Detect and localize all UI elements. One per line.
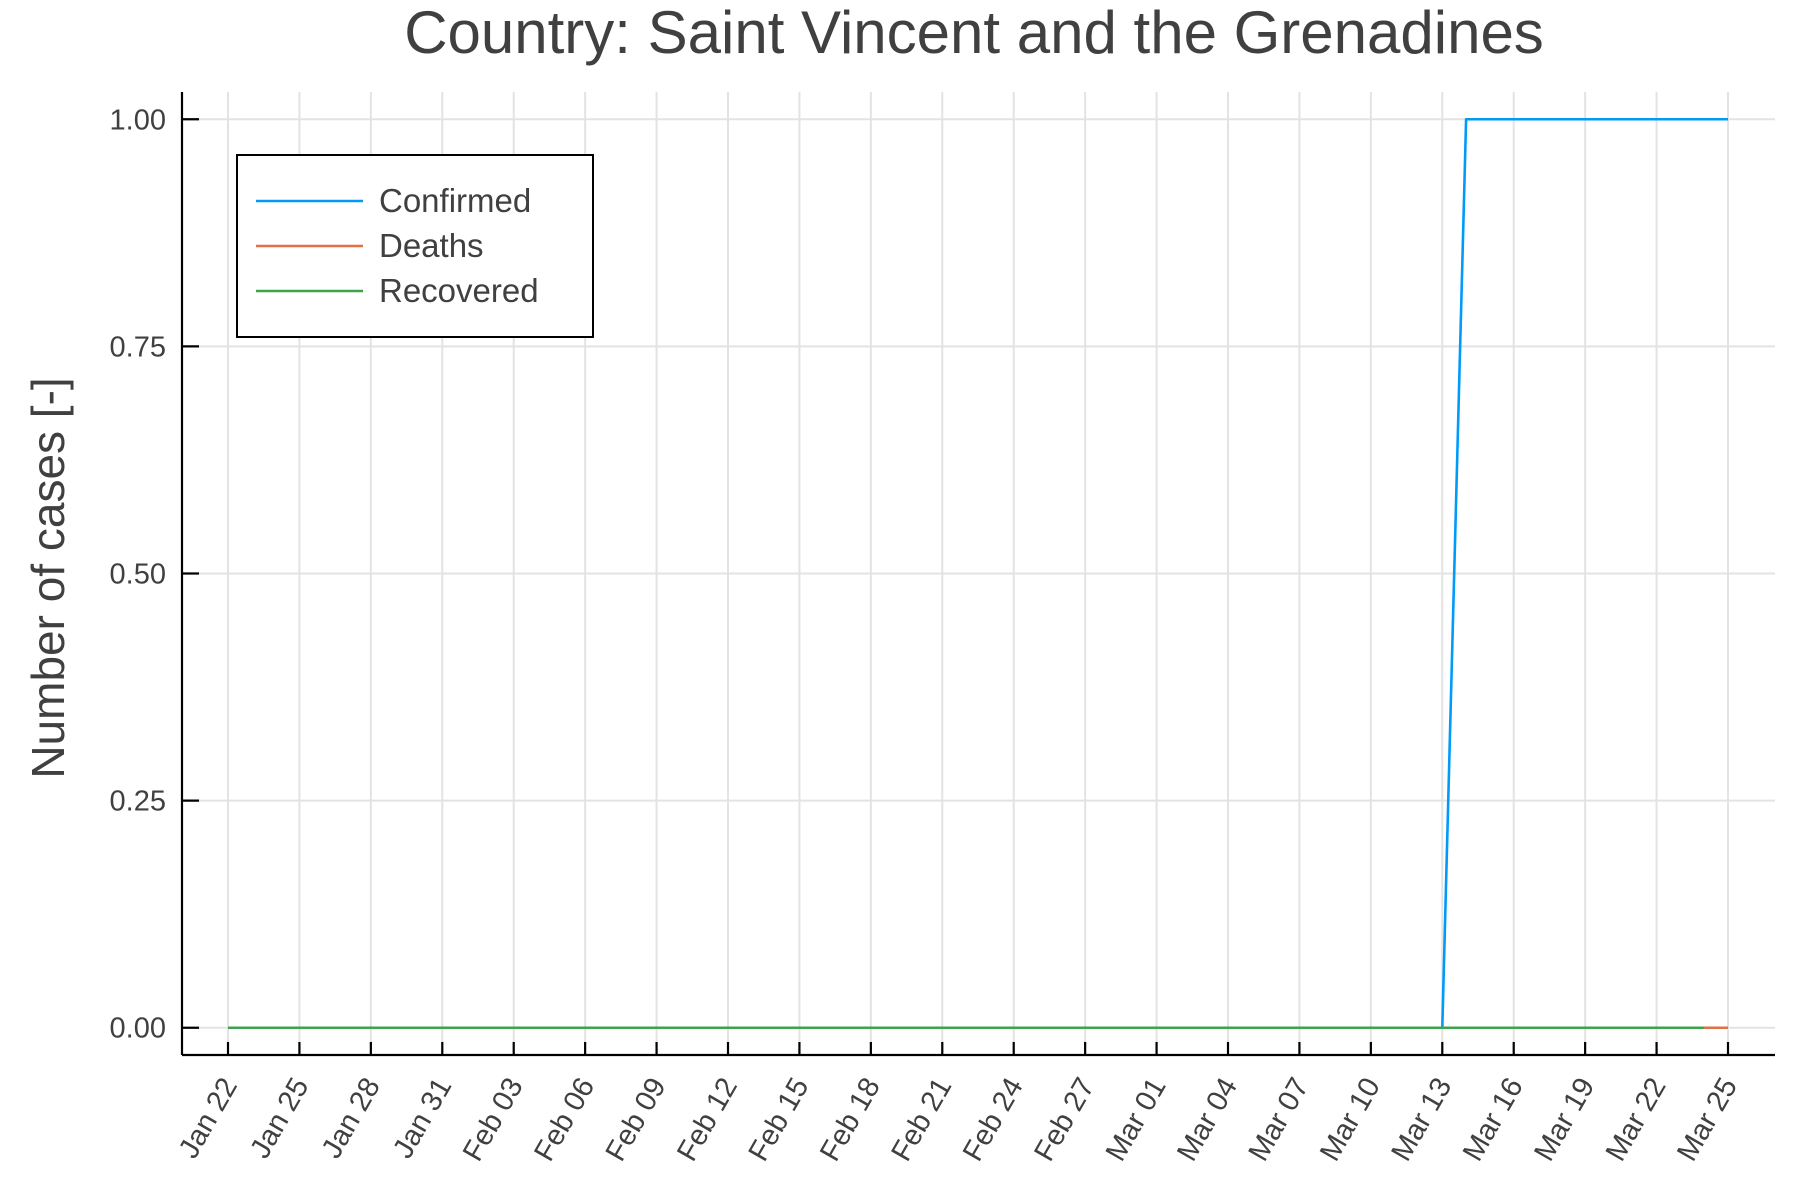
y-tick-label: 0.75 <box>110 331 166 363</box>
legend-label-deaths: Deaths <box>379 227 484 264</box>
y-axis-label: Number of cases [-] <box>22 377 74 778</box>
x-tick-label: Feb 15 <box>743 1073 816 1167</box>
x-tick-label: Feb 21 <box>885 1073 958 1167</box>
x-tick-label: Jan 28 <box>316 1073 387 1164</box>
x-tick-label: Mar 25 <box>1671 1073 1744 1167</box>
x-tick-label: Mar 22 <box>1600 1073 1673 1167</box>
x-tick-label: Mar 10 <box>1314 1073 1387 1167</box>
y-tick-label: 0.25 <box>110 786 166 818</box>
x-tick-label: Feb 03 <box>457 1073 530 1167</box>
x-tick-label: Mar 07 <box>1243 1073 1316 1167</box>
x-tick-label: Feb 06 <box>528 1073 601 1167</box>
x-tick-label: Feb 18 <box>814 1073 887 1167</box>
x-tick-label: Feb 12 <box>671 1073 744 1167</box>
x-tick-label: Jan 25 <box>244 1073 315 1164</box>
x-tick-label: Mar 16 <box>1457 1073 1530 1167</box>
legend-label-recovered: Recovered <box>379 272 539 309</box>
legend: Confirmed Deaths Recovered <box>236 154 594 338</box>
x-tick-label: Feb 27 <box>1028 1073 1101 1167</box>
x-tick-label: Mar 01 <box>1100 1073 1173 1167</box>
x-tick-label: Feb 09 <box>600 1073 673 1167</box>
x-tick-label: Feb 24 <box>957 1073 1030 1167</box>
x-tick-label: Mar 04 <box>1171 1073 1244 1167</box>
x-tick-label: Mar 19 <box>1528 1073 1601 1167</box>
y-tick-label: 0.00 <box>110 1013 166 1045</box>
chart-title: Country: Saint Vincent and the Grenadine… <box>404 0 1544 66</box>
plot-area <box>228 117 1728 1030</box>
legend-label-confirmed: Confirmed <box>379 182 531 219</box>
x-tick-label: Mar 13 <box>1386 1073 1459 1167</box>
x-tick-label: Jan 22 <box>173 1073 244 1164</box>
y-tick-label: 0.50 <box>110 559 166 591</box>
y-tick-label: 1.00 <box>110 104 166 136</box>
x-tick-label: Jan 31 <box>387 1073 458 1164</box>
